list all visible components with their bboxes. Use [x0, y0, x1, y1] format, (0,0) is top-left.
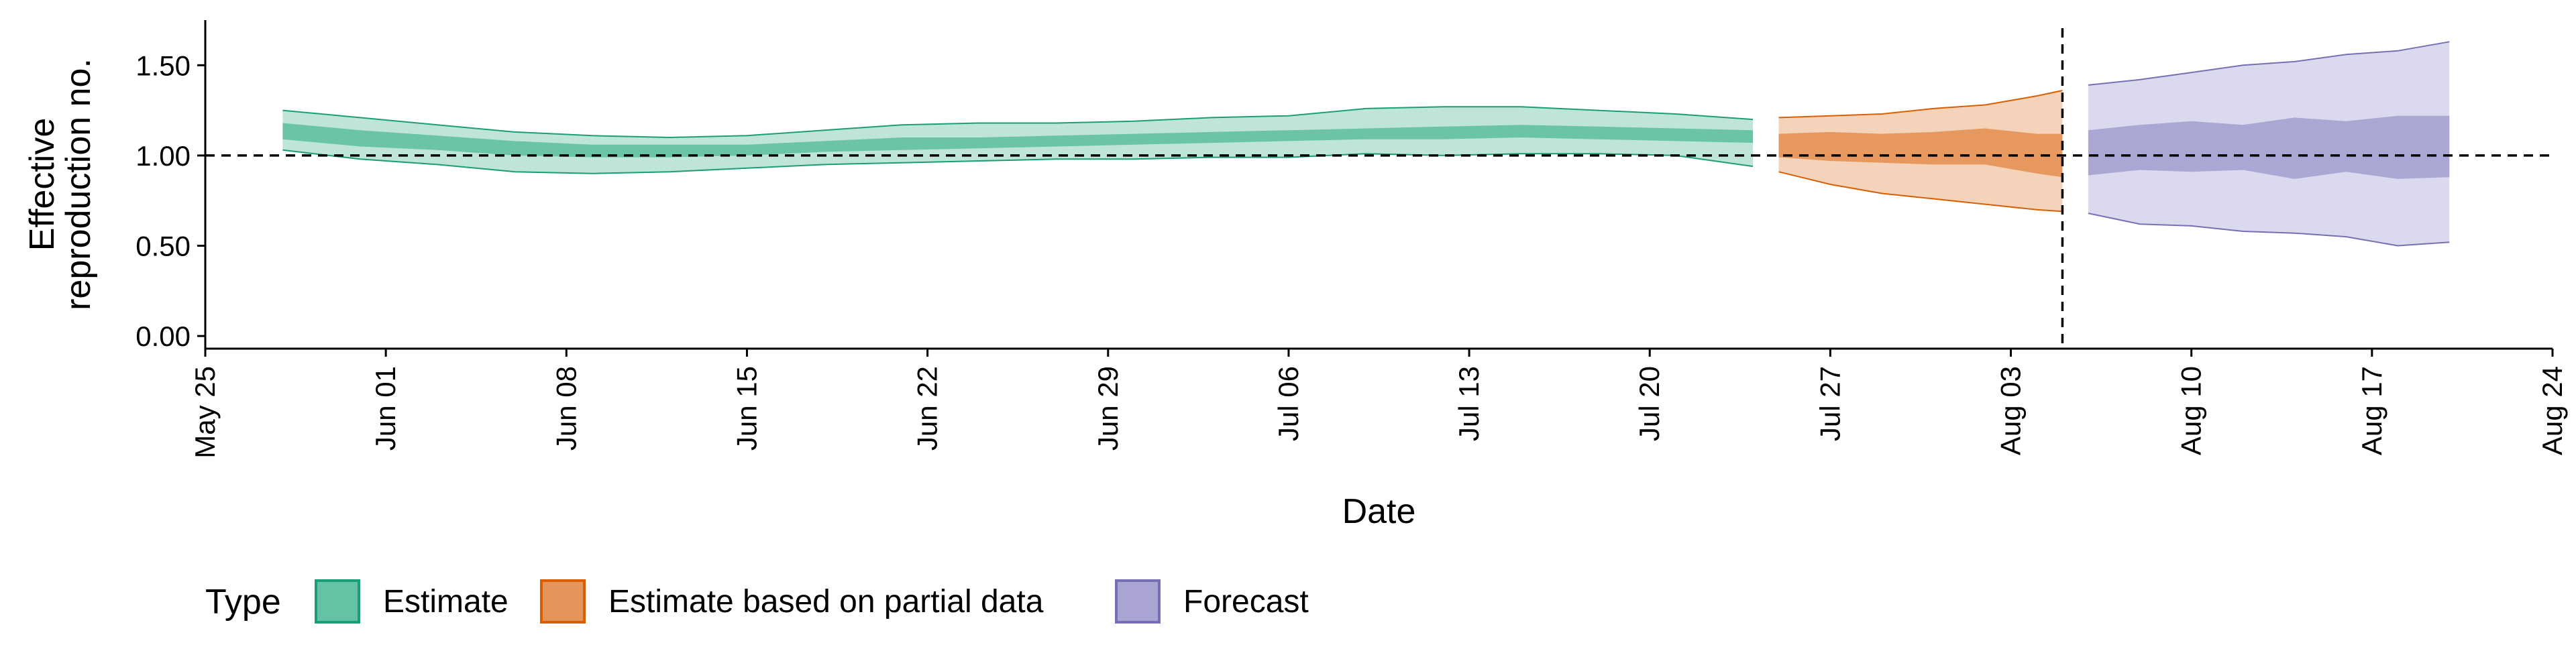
band-upper-edge-estimate-based-on-partial-data	[1778, 90, 2063, 119]
band-50-estimate	[282, 123, 1754, 158]
legend-title: Type	[205, 583, 281, 622]
x-tick-label: Aug 03	[1995, 366, 2027, 455]
x-tick-label: Aug 17	[2356, 366, 2387, 455]
band-lower-edge-estimate-based-on-partial-data	[1778, 171, 2063, 213]
x-tick-label: Jul 20	[1633, 366, 1665, 441]
x-tick-label: Jun 08	[550, 366, 582, 451]
y-axis-title-line: reproduction no.	[59, 58, 98, 310]
band-upper-edge-estimate	[282, 106, 1754, 139]
legend-key-estimate	[315, 579, 360, 624]
y-tick-label: 1.50	[136, 50, 191, 81]
x-tick-label: Jun 15	[731, 366, 762, 451]
x-tick-label: Aug 10	[2176, 366, 2207, 455]
reference-layer	[205, 28, 2553, 349]
band-lower-edge-estimate	[282, 149, 1754, 174]
x-axis-title: Date	[1342, 492, 1416, 531]
legend-key-estimate-based-on-partial-data	[540, 579, 586, 624]
y-axis-title-line: Effective	[23, 118, 62, 251]
y-axis-title: Effectivereproduction no.	[23, 58, 98, 310]
band-upper-edge-forecast	[2088, 41, 2450, 86]
legend-label: Forecast	[1183, 584, 1309, 620]
x-tick-label: Jun 22	[912, 366, 943, 451]
band-50-estimate-based-on-partial-data	[1778, 128, 2063, 178]
x-tick-label: Aug 24	[2536, 366, 2568, 455]
legend-label: Estimate based on partial data	[608, 584, 1044, 620]
x-tick-label: May 25	[189, 366, 221, 459]
band-layer	[282, 41, 2450, 247]
legend-key-forecast	[1115, 579, 1161, 624]
legend: Type Estimate Estimate based on partial da…	[205, 579, 1309, 624]
x-tick-label: Jun 01	[370, 366, 401, 451]
y-tick-label: 0.50	[136, 231, 191, 262]
x-tick-label: Jul 13	[1453, 366, 1485, 441]
band-lower-edge-forecast	[2088, 213, 2450, 247]
y-tick-label: 0.00	[136, 320, 191, 352]
x-tick-label: Jun 29	[1092, 366, 1124, 451]
x-tick-label: Jul 27	[1814, 366, 1845, 441]
x-tick-label: Jul 06	[1273, 366, 1304, 441]
band-50-forecast	[2088, 115, 2450, 179]
legend-label: Estimate	[383, 584, 508, 620]
y-tick-label: 1.00	[136, 140, 191, 172]
axes-layer: 0.00 0.50 1.00 1.50 May 25 Jun 01 Jun 08 Jun 15…	[23, 20, 2568, 531]
